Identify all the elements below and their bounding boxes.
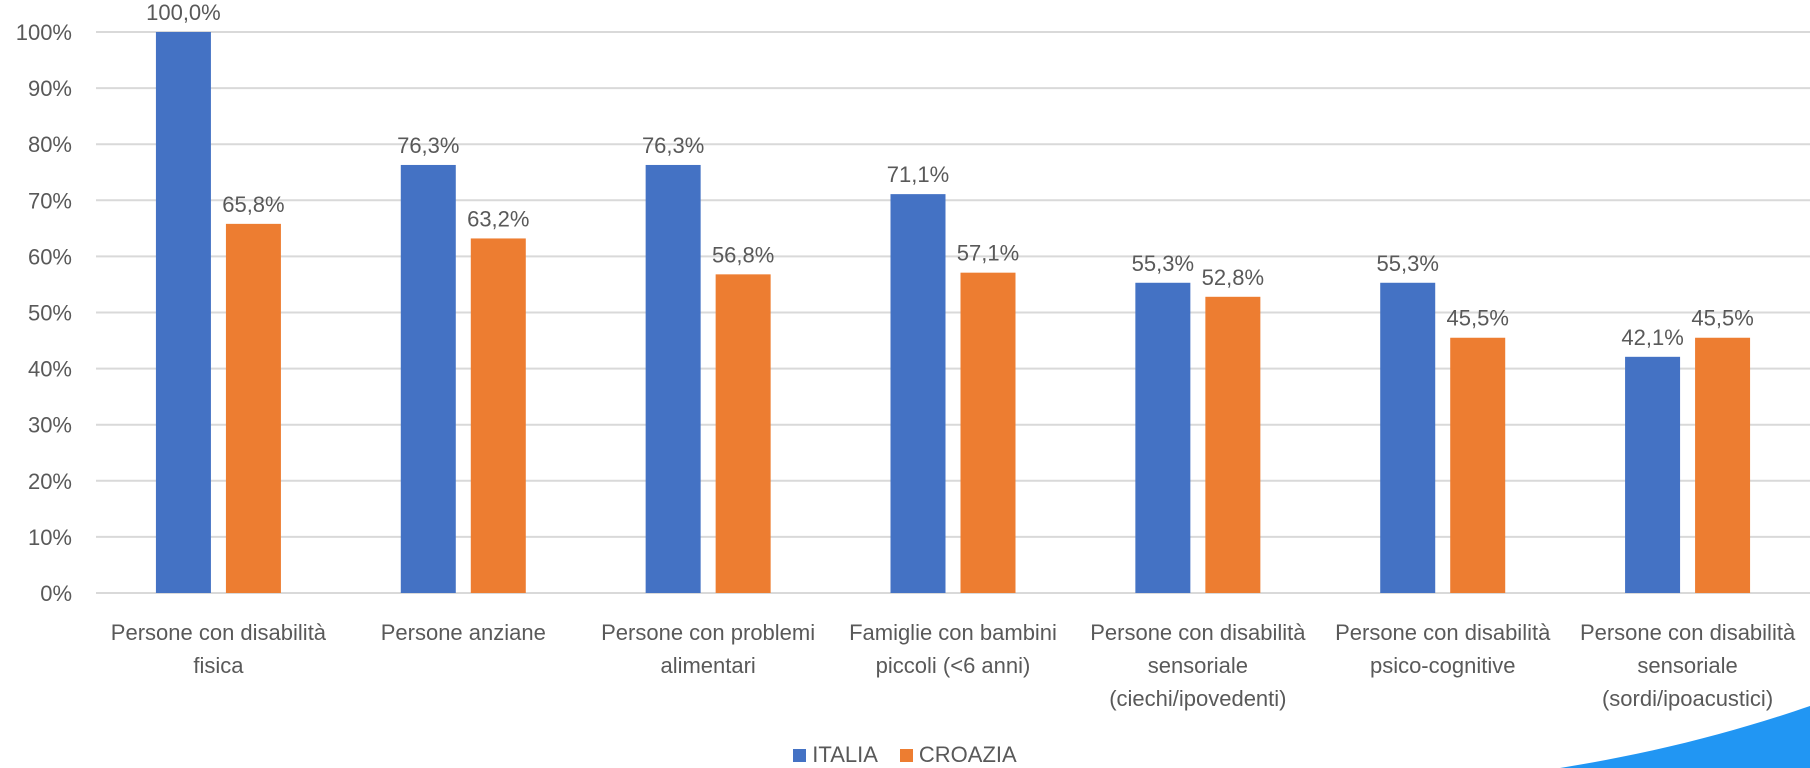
data-label-italia: 55,3% [1377, 251, 1439, 276]
bar-croazia [1205, 296, 1261, 593]
data-label-croazia: 63,2% [467, 206, 529, 231]
data-label-italia: 42,1% [1621, 325, 1683, 350]
data-label-croazia: 45,5% [1447, 306, 1509, 331]
gridlines [96, 31, 1810, 594]
y-tick-label: 80% [28, 132, 72, 157]
bar-croazia [1450, 337, 1506, 593]
y-tick-label: 90% [28, 76, 72, 101]
bar-italia [155, 32, 211, 593]
y-tick-label: 40% [28, 357, 72, 382]
bar-italia [1380, 282, 1436, 593]
bar-italia [1625, 356, 1681, 593]
legend-item-croazia: CROAZIA [899, 742, 1017, 768]
legend-item-italia: ITALIA [793, 742, 878, 768]
bars [155, 32, 1751, 593]
x-category-label: (sordi/ipoacustici) [1602, 686, 1773, 711]
data-label-italia: 76,3% [397, 133, 459, 158]
x-category-label: Persone con disabilità [1580, 620, 1796, 645]
bar-croazia [960, 272, 1016, 593]
x-category-label: sensoriale [1637, 653, 1737, 678]
x-category-label: Persone anziane [381, 620, 546, 645]
legend: ITALIA CROAZIA [0, 742, 1810, 768]
y-tick-label: 0% [40, 581, 72, 606]
x-category-label: sensoriale [1148, 653, 1248, 678]
y-axis-ticks: 0% 10% 20% 30% 40% 50% 60% 70% 80% 90% 100% [16, 20, 72, 606]
data-labels: 100,0% 65,8% 76,3% 63,2% 76,3% 56,8% 71,1% 57,1… [146, 0, 1754, 350]
data-label-italia: 76,3% [642, 133, 704, 158]
legend-label-italia: ITALIA [812, 742, 878, 767]
legend-label-croazia: CROAZIA [918, 742, 1017, 767]
x-category-label: Persone con problemi [601, 620, 815, 645]
bar-croazia [715, 274, 771, 593]
data-label-croazia: 56,8% [712, 242, 774, 267]
data-label-croazia: 57,1% [957, 241, 1019, 266]
y-tick-label: 50% [28, 301, 72, 326]
legend-swatch-croazia [899, 748, 913, 762]
bar-italia [890, 194, 946, 593]
bar-italia [1135, 282, 1191, 593]
x-category-label: Persone con disabilità [1335, 620, 1551, 645]
y-tick-label: 60% [28, 244, 72, 269]
bar-croazia [1695, 337, 1751, 593]
legend-swatch-italia [793, 748, 807, 762]
bar-italia [645, 164, 701, 593]
x-category-label: fisica [193, 653, 244, 678]
bar-italia [400, 164, 456, 593]
x-category-label: psico-cognitive [1370, 653, 1516, 678]
y-tick-label: 20% [28, 469, 72, 494]
corner-swoosh-decoration [1560, 706, 1810, 768]
data-label-croazia: 52,8% [1202, 265, 1264, 290]
data-label-croazia: 65,8% [222, 192, 284, 217]
x-axis-categories: Persone con disabilità fisica Persone anzi… [111, 620, 1796, 711]
y-tick-label: 30% [28, 413, 72, 438]
data-label-italia: 55,3% [1132, 251, 1194, 276]
y-tick-label: 70% [28, 188, 72, 213]
x-category-label: Famiglie con bambini [849, 620, 1057, 645]
x-category-label: (ciechi/ipovedenti) [1109, 686, 1286, 711]
bar-croazia [225, 223, 281, 593]
x-category-label: Persone con disabilità [1090, 620, 1306, 645]
data-label-croazia: 45,5% [1691, 306, 1753, 331]
x-category-label: alimentari [660, 653, 755, 678]
y-tick-label: 100% [16, 20, 72, 45]
x-category-label: Persone con disabilità [111, 620, 327, 645]
data-label-italia: 71,1% [887, 162, 949, 187]
y-tick-label: 10% [28, 525, 72, 550]
bar-croazia [470, 238, 526, 593]
x-category-label: piccoli (<6 anni) [876, 653, 1031, 678]
data-label-italia: 100,0% [146, 0, 221, 25]
